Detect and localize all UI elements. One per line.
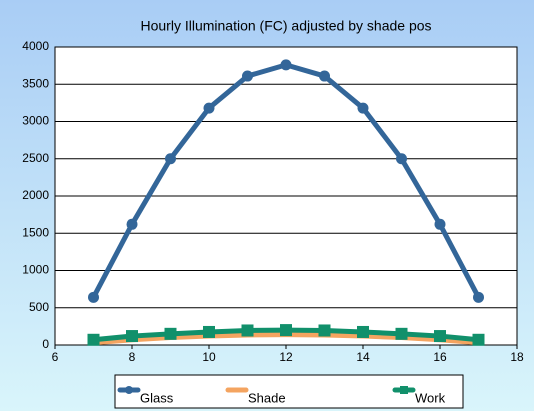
marker: [126, 330, 138, 343]
marker: [473, 291, 484, 303]
marker: [357, 325, 369, 338]
marker: [88, 291, 99, 303]
x-tick-label: 14: [356, 350, 370, 364]
x-tick-label: 6: [52, 350, 59, 364]
marker: [434, 330, 446, 343]
legend-label: Work: [415, 390, 446, 405]
marker: [400, 386, 408, 394]
marker: [203, 325, 215, 338]
marker: [165, 153, 176, 165]
marker: [357, 102, 369, 114]
y-tick-label: 3500: [22, 76, 49, 90]
legend-label: Shade: [248, 390, 286, 405]
marker: [241, 324, 254, 337]
x-tick-label: 16: [433, 350, 447, 364]
marker: [318, 324, 331, 337]
marker: [472, 333, 485, 346]
marker: [164, 327, 177, 340]
y-tick-label: 3000: [22, 114, 49, 128]
y-tick-label: 500: [29, 300, 49, 314]
y-tick-label: 1000: [22, 263, 49, 277]
x-tick-label: 8: [129, 350, 136, 364]
marker: [242, 70, 253, 82]
y-tick-label: 2500: [22, 151, 49, 165]
marker: [203, 102, 215, 114]
marker: [87, 333, 100, 346]
marker: [396, 153, 407, 165]
x-tick-label: 12: [279, 350, 293, 364]
marker: [280, 59, 292, 71]
marker: [395, 327, 408, 340]
chart-title: Hourly Illumination (FC) adjusted by sha…: [140, 18, 431, 34]
marker: [319, 70, 330, 82]
y-tick-label: 0: [42, 337, 49, 351]
y-tick-label: 4000: [22, 39, 49, 53]
marker: [126, 218, 138, 230]
legend-label: Glass: [140, 390, 174, 405]
y-tick-label: 2000: [22, 188, 49, 202]
x-tick-label: 10: [202, 350, 216, 364]
marker: [280, 324, 292, 337]
marker: [125, 386, 133, 394]
x-tick-label: 18: [510, 350, 524, 364]
y-tick-label: 1500: [22, 225, 49, 239]
marker: [434, 218, 446, 230]
